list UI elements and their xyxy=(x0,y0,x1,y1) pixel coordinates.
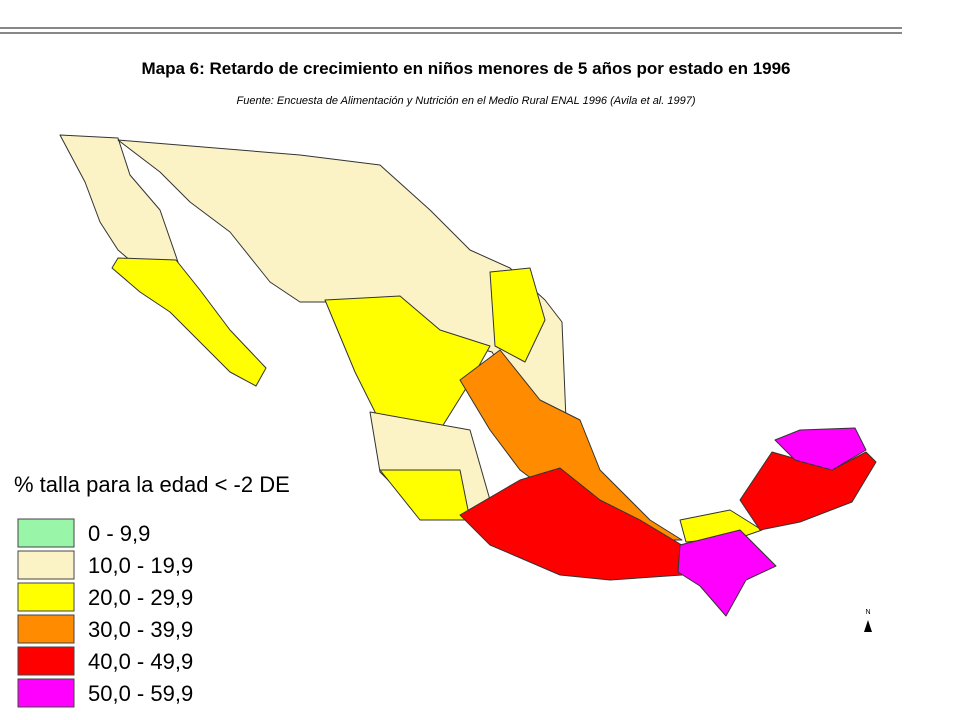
map xyxy=(59,134,877,617)
legend-swatch xyxy=(17,550,75,580)
legend-swatch xyxy=(17,518,75,548)
legend-label: 30,0 - 39,9 xyxy=(88,617,193,642)
legend-label: 40,0 - 49,9 xyxy=(88,649,193,674)
legend: 0 - 9,9 10,0 - 19,9 20,0 - 29,9 30,0 - 39,9… xyxy=(17,518,193,708)
region xyxy=(117,139,567,421)
region xyxy=(379,469,471,521)
map-source: Fuente: Encuesta de Alimentación y Nutri… xyxy=(237,95,696,107)
region xyxy=(739,451,877,531)
region xyxy=(774,427,867,471)
legend-label: 10,0 - 19,9 xyxy=(88,553,193,578)
legend-label: 0 - 9,9 xyxy=(88,521,150,546)
legend-swatch xyxy=(17,582,75,612)
legend-swatch xyxy=(17,646,75,676)
north-label: N xyxy=(865,609,870,616)
legend-title: % talla para la edad < -2 DE xyxy=(14,472,290,497)
legend-swatch xyxy=(17,614,75,644)
north-arrow xyxy=(864,620,872,632)
legend-label: 20,0 - 29,9 xyxy=(88,585,193,610)
region xyxy=(459,349,683,541)
region xyxy=(489,267,546,363)
legend-label: 50,0 - 59,9 xyxy=(88,681,193,706)
map-title: Mapa 6: Retardo de crecimiento en niños … xyxy=(141,59,790,78)
region xyxy=(677,529,777,617)
region xyxy=(111,257,267,387)
legend-swatch xyxy=(17,678,75,708)
